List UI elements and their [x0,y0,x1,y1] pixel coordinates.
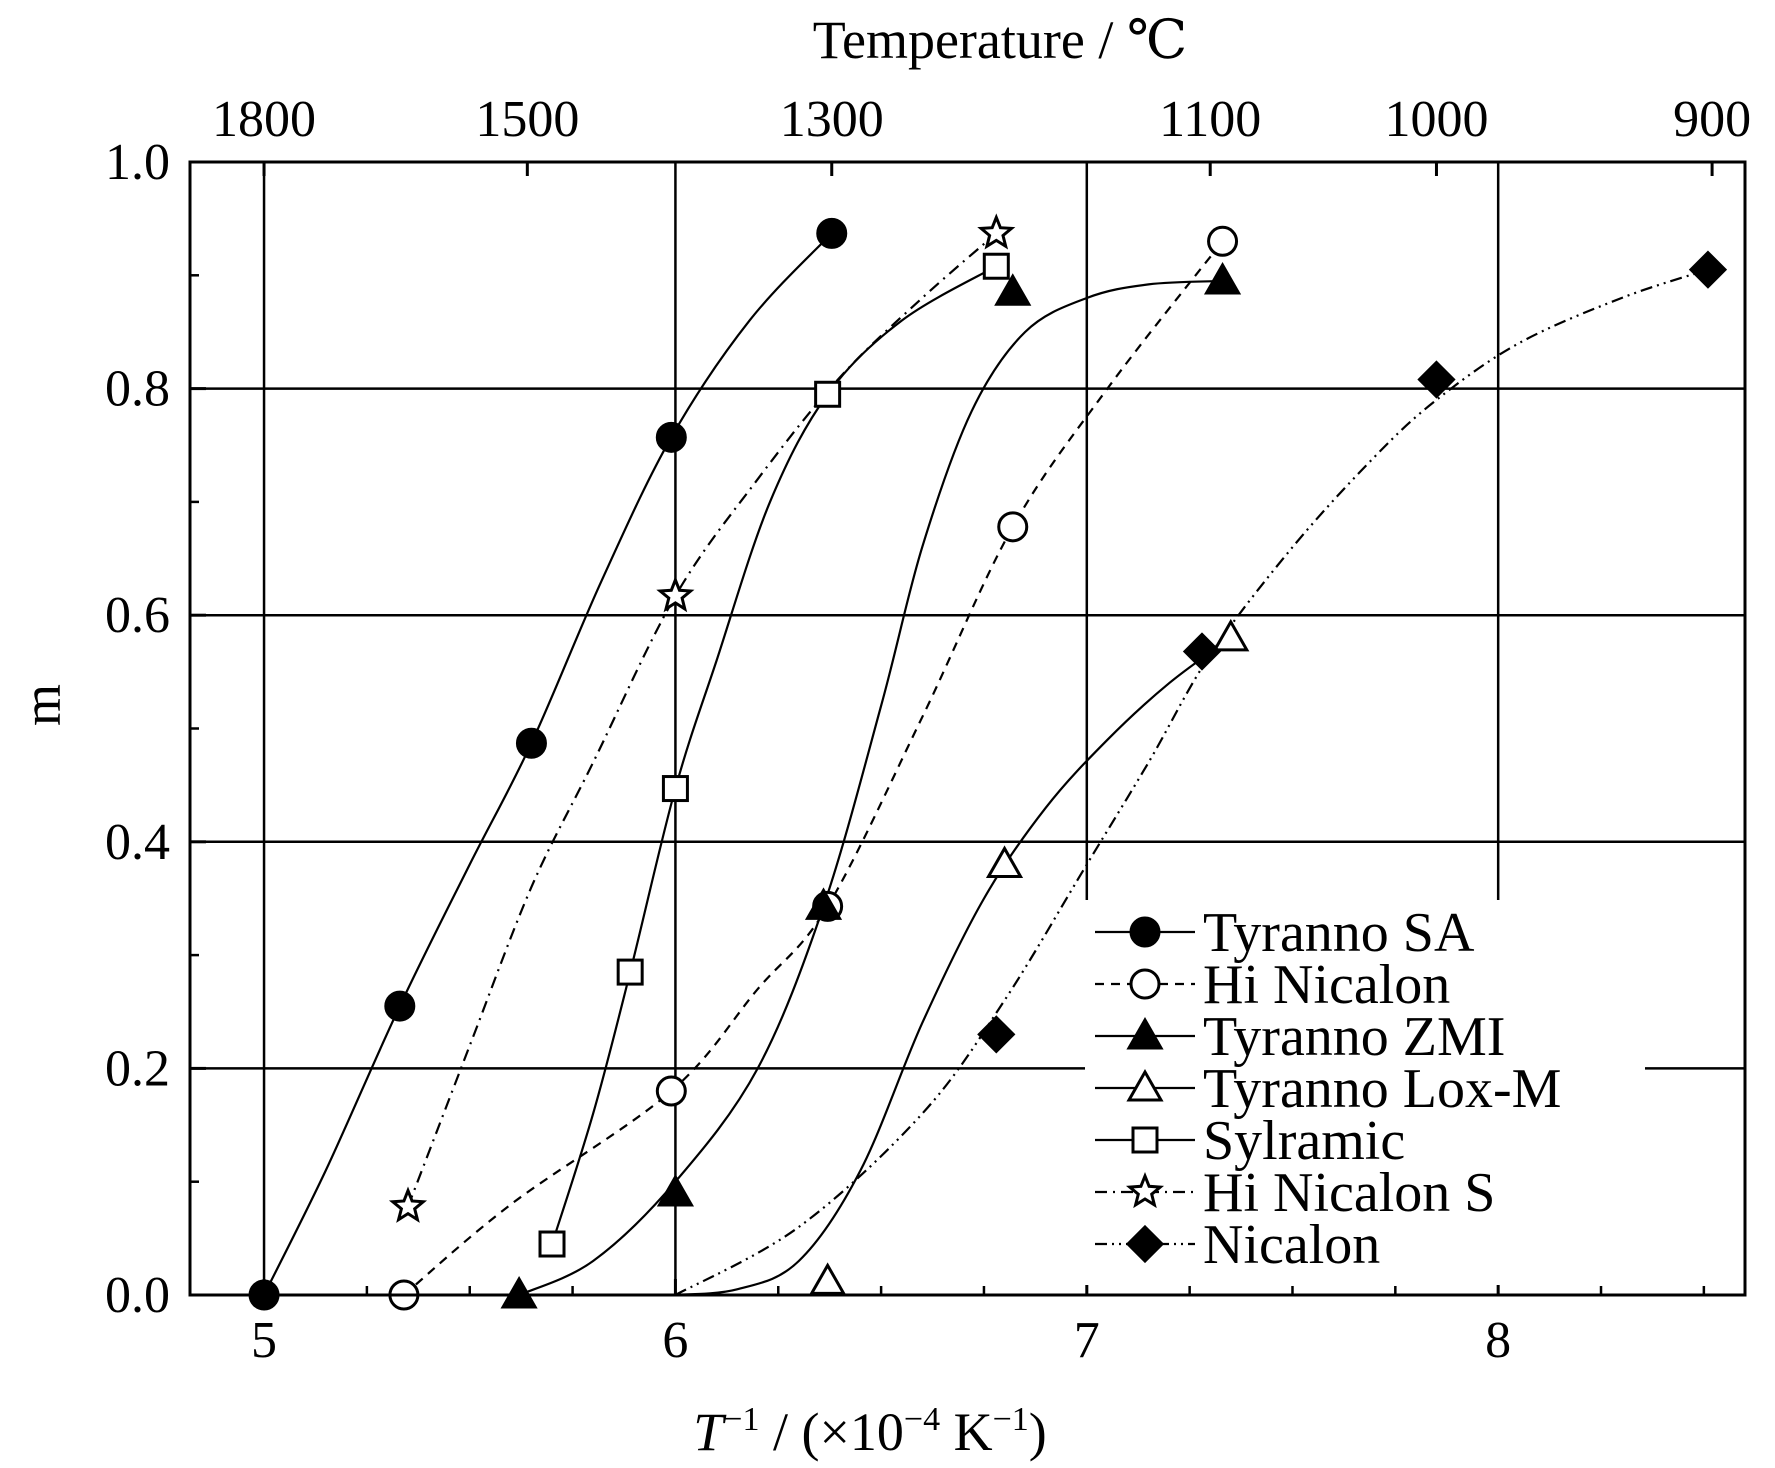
data-point-hi-nicalon [997,511,1029,543]
top-tick-label: 1500 [475,91,579,148]
data-point-sylramic [814,380,842,408]
grid [190,162,1745,1295]
y-tick-label: 0.0 [105,1267,170,1324]
data-point-hi-nicalon-s [388,1186,428,1223]
data-point-tyranno-lox-m [1212,618,1250,652]
legend-marker-sylramic [1131,1126,1159,1154]
data-point-tyranno-sa [515,727,547,759]
x-axis-title-symbol: T [693,1402,727,1462]
x-axis-title-sup: −1 [723,1401,759,1438]
series-markers [248,213,1728,1311]
legend-label-tyranno-sa: Tyranno SA [1203,902,1475,964]
data-point-sylramic [982,252,1010,280]
top-axis-title: Temperature / ℃ [813,10,1187,70]
axis-ticks: 5 6 7 8 0.0 0.2 0.4 0.6 0.8 1.0 1800 1500 1300 1100 10… [105,91,1751,1369]
x-tick-label: 5 [251,1312,277,1369]
x-axis-title-exp: −4 [904,1401,940,1438]
data-point-tyranno-zmi [994,273,1032,306]
series-line-hi-nicalon [403,240,1224,1296]
legend-label-hi-nicalon-s: Hi Nicalon S [1203,1162,1495,1224]
data-point-hi-nicalon [1207,225,1239,257]
x-axis-title-text: / (×10 [759,1402,903,1462]
legend-label-sylramic: Sylramic [1203,1110,1405,1172]
top-tick-label: 1800 [212,91,316,148]
x-axis-title-unit: K [940,1402,993,1462]
data-point-sylramic [661,775,689,803]
series-line-sylramic [550,265,997,1245]
top-tick-label: 1300 [780,91,884,148]
data-point-tyranno-sa [655,421,687,453]
y-tick-label: 0.4 [105,814,170,871]
series-line-nicalon [674,268,1709,1296]
x-tick-label: 7 [1074,1312,1100,1369]
legend-label-hi-nicalon: Hi Nicalon [1203,954,1450,1016]
top-tick-label: 1100 [1159,91,1261,148]
data-point-hi-nicalon [655,1075,687,1107]
legend-marker-hi-nicalon [1129,968,1161,1000]
data-point-sylramic [538,1230,566,1258]
x-axis-title: T−1 / (×10−4 K−1) [693,1401,1047,1462]
x-axis-title-close: ) [1029,1402,1047,1462]
data-point-nicalon [1182,632,1222,671]
top-tick-label: 900 [1673,91,1751,148]
top-tick-label: 1000 [1384,91,1488,148]
x-tick-label: 6 [662,1312,688,1369]
legend-label-tyranno-zmi: Tyranno ZMI [1203,1006,1505,1068]
y-tick-label: 0.8 [105,361,170,418]
data-point-tyranno-lox-m [809,1262,847,1295]
legend-marker-nicalon [1125,1224,1165,1264]
series-line-hi-nicalon-s [406,232,998,1207]
legend-marker-tyranno-zmi [1126,1016,1164,1050]
y-tick-label: 0.6 [105,587,170,644]
data-point-sylramic [616,958,644,986]
legend-marker-tyranno-lox-m [1126,1068,1164,1102]
y-tick-label: 0.2 [105,1040,170,1097]
data-point-tyranno-zmi [1203,261,1242,295]
data-point-tyranno-zmi [656,1174,695,1207]
data-point-nicalon [977,1015,1016,1054]
data-point-nicalon [1688,250,1728,289]
data-point-tyranno-sa [816,217,848,249]
data-point-hi-nicalon-s [977,213,1016,250]
y-tick-label: 1.0 [105,134,170,191]
legend-marker-hi-nicalon-s [1125,1171,1165,1209]
data-point-nicalon [1417,360,1456,399]
data-point-tyranno-zmi [500,1275,538,1309]
data-point-tyranno-zmi [804,887,843,920]
data-point-tyranno-sa [384,990,416,1022]
x-axis-title-unit-exp: −1 [993,1401,1029,1438]
legend-background [1085,900,1645,1285]
legend-label-nicalon: Nicalon [1203,1214,1380,1276]
legend-label-tyranno-lox-m: Tyranno Lox-M [1203,1058,1561,1120]
x-tick-label: 8 [1485,1312,1511,1369]
series-line-tyranno-lox-m [671,637,1232,1297]
data-point-tyranno-lox-m [985,845,1024,878]
legend-marker-tyranno-sa [1129,916,1161,948]
data-point-hi-nicalon-s [656,575,695,613]
y-axis-title: m [12,684,72,726]
